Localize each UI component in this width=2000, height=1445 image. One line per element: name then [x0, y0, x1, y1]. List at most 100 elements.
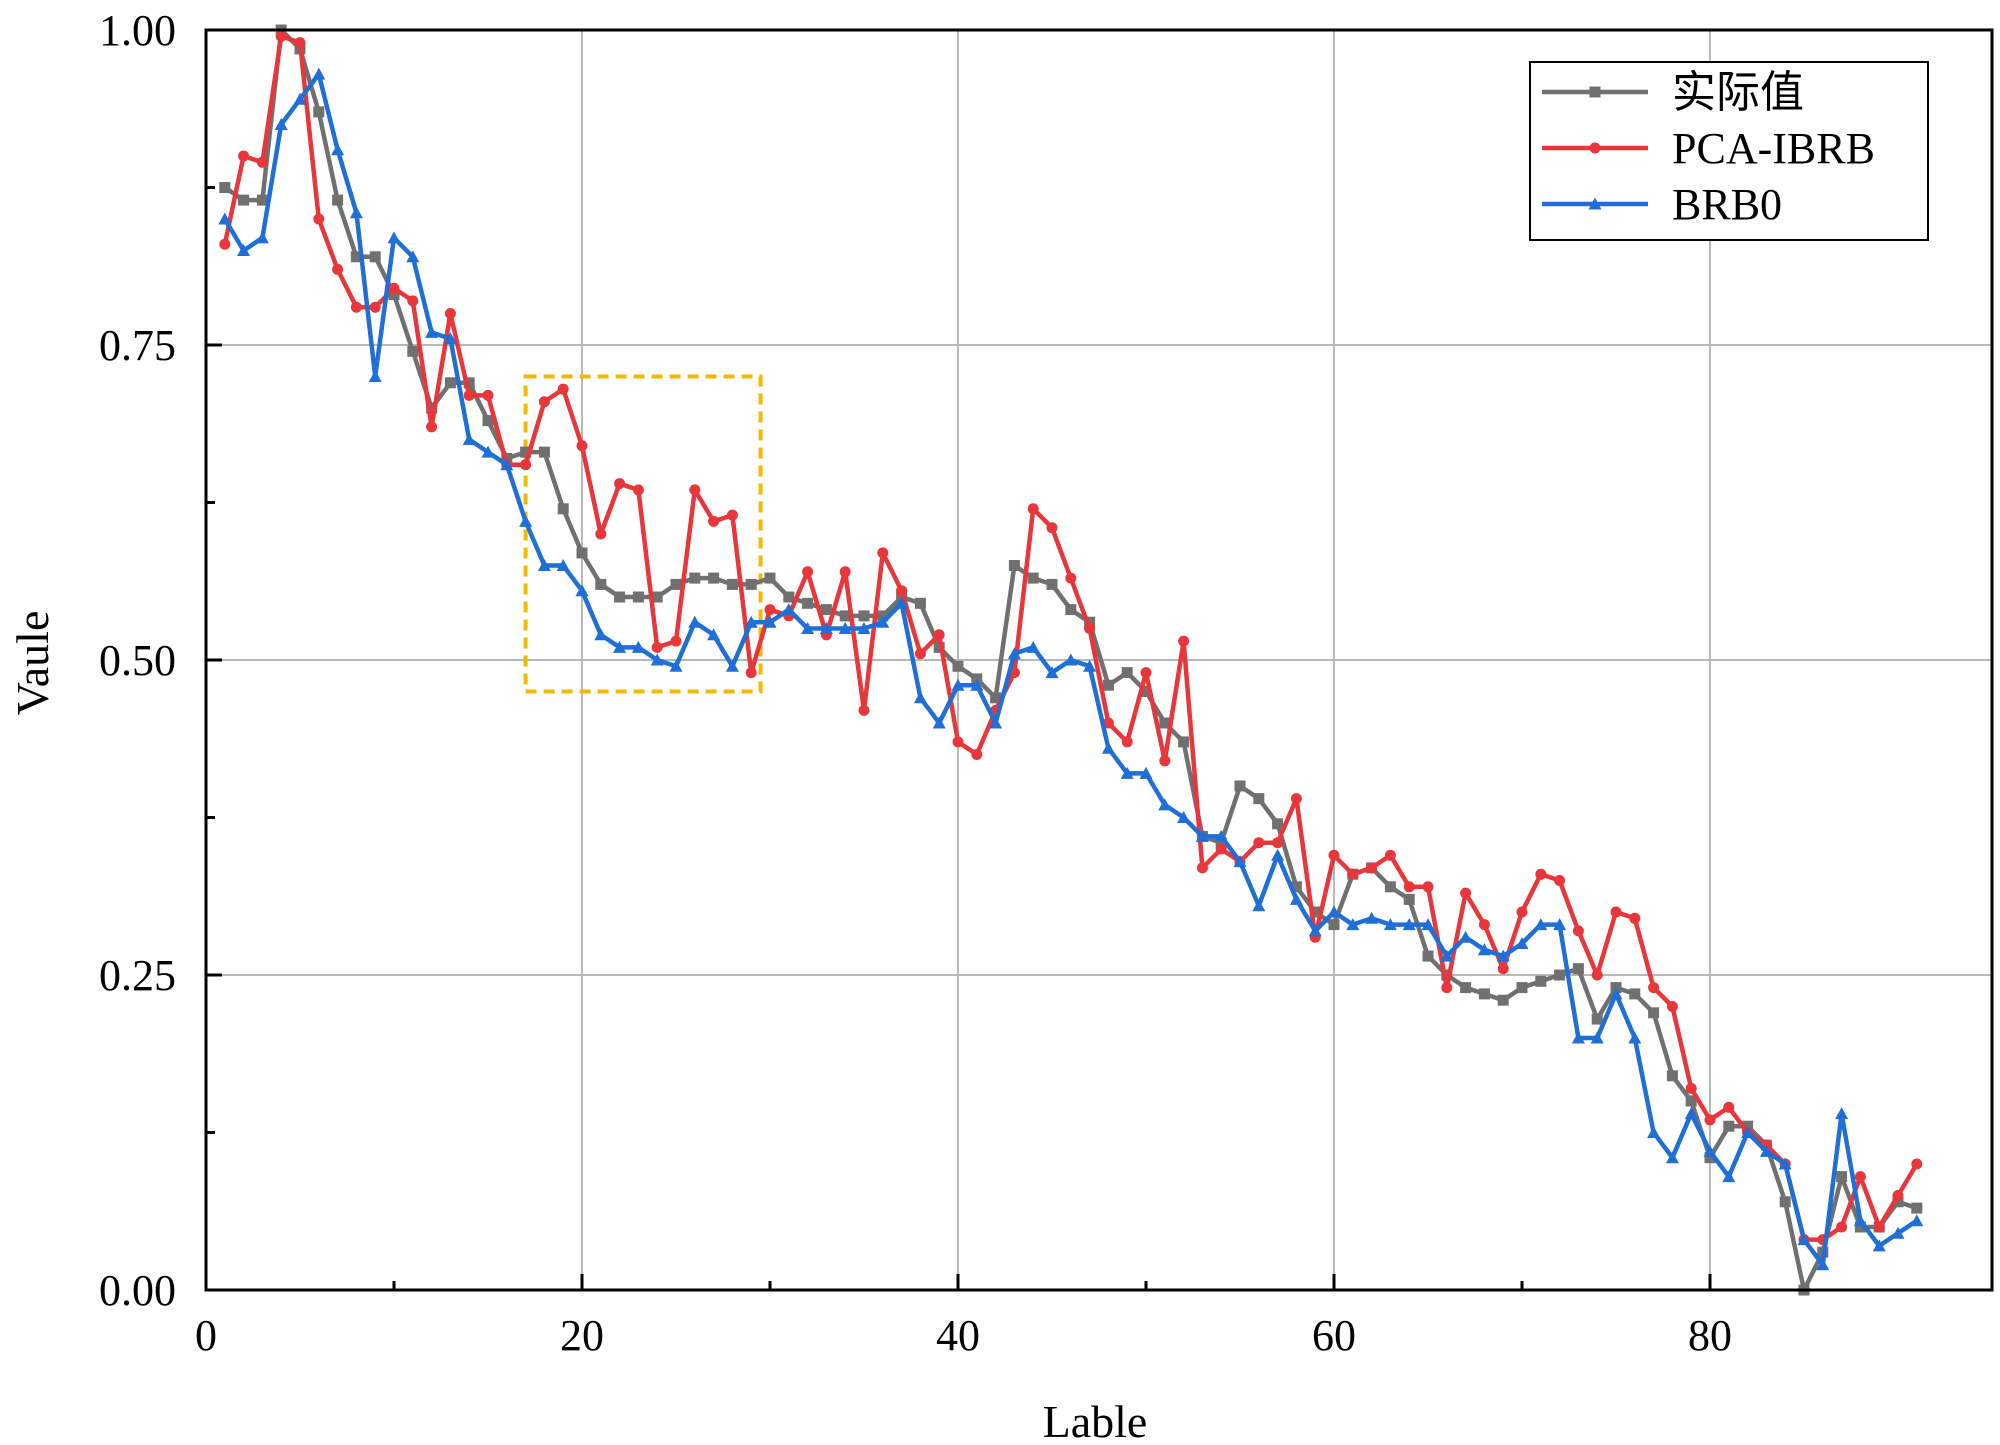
data-point: [1252, 899, 1266, 912]
data-point: [1328, 919, 1340, 931]
data-point: [313, 213, 325, 225]
data-point: [970, 678, 984, 691]
data-point: [1308, 924, 1322, 937]
data-point: [1554, 875, 1566, 886]
data-point: [594, 628, 608, 641]
data-point: [313, 106, 325, 118]
data-point: [632, 591, 644, 603]
data-point: [1460, 887, 1472, 899]
data-point: [1272, 837, 1284, 849]
data-point: [331, 143, 345, 156]
data-point: [369, 251, 381, 263]
data-point: [1177, 811, 1191, 823]
data-point: [614, 591, 626, 603]
data-point: [951, 678, 965, 691]
data-point: [802, 597, 814, 609]
data-point: [1477, 943, 1491, 956]
data-point: [1628, 1031, 1642, 1044]
data-point: [1459, 930, 1473, 943]
data-point: [350, 301, 362, 313]
x-tick-label: 60: [1312, 1311, 1356, 1360]
data-point: [1196, 862, 1208, 874]
data-point: [1233, 855, 1247, 868]
data-point: [1684, 1107, 1698, 1120]
data-point: [914, 648, 926, 660]
data-point: [1872, 1239, 1886, 1252]
y-tick-label: 0.25: [99, 951, 176, 1000]
data-point: [1101, 741, 1115, 754]
data-point: [556, 559, 570, 571]
data-point: [219, 238, 231, 250]
data-point: [1911, 1158, 1923, 1170]
data-point: [1891, 1226, 1905, 1239]
data-point: [1722, 1170, 1736, 1183]
data-point: [1178, 635, 1190, 647]
data-point: [1253, 793, 1265, 805]
data-point: [407, 345, 419, 357]
data-point: [1158, 798, 1172, 811]
data-point: [481, 445, 495, 458]
data-point: [1366, 862, 1378, 874]
data-point: [1121, 667, 1133, 679]
data-point: [670, 635, 682, 647]
legend-marker: [1588, 197, 1602, 210]
data-point: [1007, 647, 1021, 660]
data-point: [932, 716, 946, 729]
data-point: [650, 653, 664, 666]
data-point: [575, 584, 589, 597]
data-point: [1008, 560, 1020, 571]
data-point: [1253, 837, 1265, 849]
data-point: [858, 704, 870, 716]
data-point: [1853, 1214, 1867, 1227]
data-point: [764, 604, 776, 616]
data-point: [745, 667, 757, 679]
data-point: [1704, 1114, 1716, 1126]
data-point: [1836, 1221, 1848, 1233]
data-point: [1347, 868, 1359, 880]
data-point: [895, 596, 909, 609]
data-point: [783, 591, 795, 603]
data-point: [1065, 572, 1077, 584]
y-tick-label: 1.00: [99, 6, 176, 55]
data-point: [1402, 918, 1416, 931]
data-point: [819, 622, 833, 634]
y-axis-title: Vaule: [7, 611, 58, 716]
legend: 实际值 PCA-IBRB BRB0: [1529, 61, 1929, 241]
data-point: [726, 578, 738, 590]
data-point: [1591, 1013, 1603, 1025]
legend-label: BRB0: [1672, 180, 1782, 229]
data-point: [1384, 881, 1396, 893]
data-point: [482, 415, 494, 427]
data-point: [293, 92, 307, 105]
data-point: [463, 389, 475, 401]
data-point: [763, 615, 777, 628]
data-point: [1421, 918, 1435, 931]
data-point: [1159, 717, 1171, 729]
axes: 0 20 40 60 80 0.00 0.25 0.50 0.75 1.00: [99, 6, 1732, 1360]
data-point: [1723, 1101, 1735, 1113]
data-point: [688, 615, 702, 628]
data-point: [801, 622, 815, 634]
data-point: [1816, 1258, 1830, 1271]
data-point: [1327, 905, 1341, 918]
data-point: [1778, 1157, 1792, 1170]
data-point: [1215, 843, 1227, 855]
x-tick-label: 0: [195, 1311, 217, 1360]
data-point: [1873, 1221, 1885, 1233]
y-tick-label: 0.50: [99, 636, 176, 685]
data-point: [1571, 1031, 1585, 1044]
legend-label: 实际值: [1672, 68, 1804, 117]
data-point: [482, 389, 494, 401]
series-1: [219, 30, 1923, 1246]
data-point: [632, 484, 644, 496]
data-point: [708, 515, 720, 527]
data-point: [1383, 918, 1397, 931]
data-point: [275, 30, 287, 42]
data-point: [914, 597, 926, 609]
data-point: [218, 212, 232, 225]
data-point: [1289, 892, 1303, 905]
data-point: [312, 67, 326, 80]
data-point: [369, 301, 381, 313]
data-point: [1741, 1126, 1755, 1138]
data-point: [631, 640, 645, 653]
